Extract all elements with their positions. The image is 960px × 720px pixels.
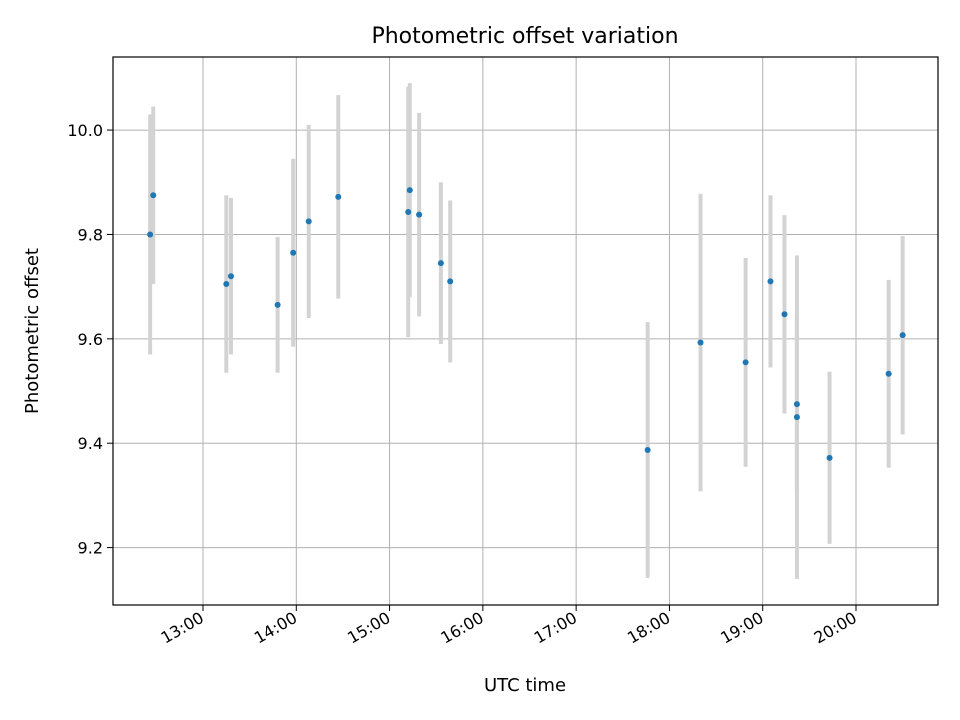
y-axis-ticks: 9.2 9.4 9.6 9.8 10.0 (67, 121, 113, 558)
x-axis-ticks: 13:00 14:00 15:00 16:00 17:00 18:00 19:00 20:00 (158, 605, 860, 648)
x-axis-label: UTC time (484, 675, 566, 696)
data-point (885, 370, 892, 377)
data-point (147, 231, 154, 238)
plot-frame (112, 56, 939, 606)
y-tick-label: 9.4 (78, 434, 103, 453)
x-tick-label: 13:00 (158, 608, 207, 648)
data-point (405, 209, 412, 216)
y-tick-label: 9.6 (78, 330, 103, 349)
data-point (742, 359, 749, 366)
error-bars (148, 83, 905, 579)
y-axis-label: Photometric offset (22, 248, 43, 414)
data-point (335, 193, 342, 200)
x-tick-label: 17:00 (531, 608, 580, 648)
data-point (150, 192, 157, 199)
grid-lines (113, 57, 938, 605)
data-point (416, 211, 423, 218)
data-point (305, 218, 312, 225)
data-point (437, 260, 444, 267)
chart-title: Photometric offset variation (371, 24, 678, 49)
y-tick-label: 9.8 (78, 225, 103, 244)
data-point (447, 278, 454, 285)
data-point (899, 332, 906, 339)
data-point (793, 401, 800, 408)
data-point (406, 187, 413, 194)
data-point (227, 273, 234, 280)
data-point (781, 311, 788, 318)
x-tick-label: 14:00 (251, 608, 300, 648)
data-points (147, 187, 906, 461)
data-point (290, 249, 297, 256)
data-point (644, 446, 651, 453)
data-point (274, 301, 281, 308)
data-point (793, 414, 800, 421)
data-point (697, 339, 704, 346)
data-point (826, 454, 833, 461)
x-tick-label: 18:00 (624, 608, 673, 648)
x-tick-label: 16:00 (437, 608, 486, 648)
x-tick-label: 15:00 (344, 608, 393, 648)
data-point (767, 278, 774, 285)
x-tick-label: 20:00 (811, 608, 860, 648)
y-tick-label: 9.2 (78, 539, 103, 558)
y-tick-label: 10.0 (67, 121, 103, 140)
data-point (223, 281, 230, 288)
x-tick-label: 19:00 (717, 608, 766, 648)
